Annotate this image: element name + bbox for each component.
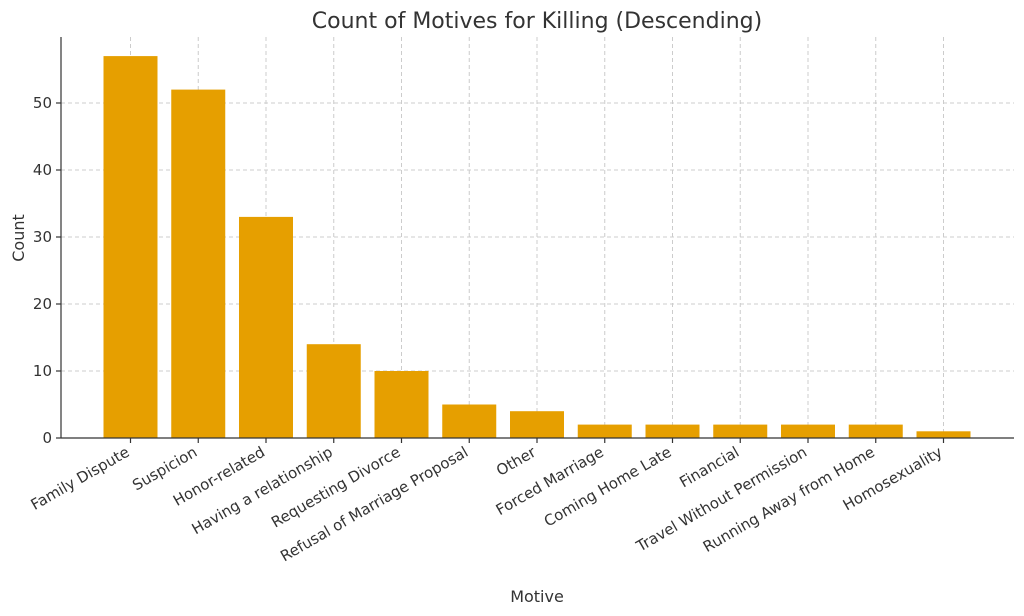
x-tick-label: Other [493, 442, 540, 479]
bar [171, 89, 226, 439]
bar [510, 411, 564, 438]
y-tick-label: 40 [33, 161, 52, 179]
bar [577, 424, 632, 438]
bar [442, 404, 497, 438]
x-tick-label: Coming Home Late [541, 443, 675, 531]
bar [645, 424, 700, 438]
y-axis-label: Count [9, 214, 28, 262]
y-tick-label: 50 [33, 94, 52, 112]
chart-title: Count of Motives for Killing (Descending… [312, 9, 762, 34]
x-ticks: Family DisputeSuspicionHonor-relatedHavi… [28, 438, 946, 565]
bar [306, 344, 361, 438]
y-tick-label: 0 [42, 429, 52, 447]
bar [713, 424, 768, 438]
bar [848, 424, 903, 438]
y-tick-label: 30 [33, 228, 52, 246]
bar [103, 56, 158, 438]
y-ticks: 0 10 20 30 40 50 [33, 94, 61, 447]
bar [374, 370, 429, 438]
bar [916, 431, 971, 438]
y-tick-label: 10 [33, 362, 52, 380]
bar [781, 424, 835, 438]
y-tick-label: 20 [33, 295, 52, 313]
bars [103, 56, 971, 439]
bar [239, 216, 293, 438]
x-axis-label: Motive [510, 587, 564, 606]
x-tick-label: Family Dispute [28, 443, 133, 514]
